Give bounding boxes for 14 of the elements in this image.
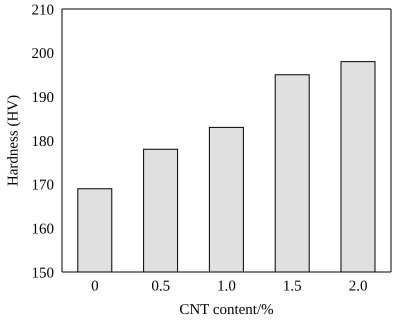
y-tick-label: 170 [32, 178, 54, 194]
x-tick-label: 0.5 [151, 278, 170, 295]
x-tick-label: 0 [91, 278, 99, 295]
x-axis-title: CNT content/% [179, 302, 274, 318]
y-axis-title: Hardness (HV) [5, 94, 22, 186]
x-tick-label: 2.0 [348, 278, 368, 295]
x-tick-label: 1.5 [282, 278, 302, 295]
y-tick-label: 180 [32, 134, 54, 150]
y-tick-label: 200 [32, 46, 54, 62]
x-tick-label: 1.0 [217, 278, 236, 295]
y-tick-label: 210 [32, 2, 54, 18]
y-tick-label: 190 [32, 90, 54, 106]
y-tick-label: 150 [32, 265, 54, 282]
y-tick-label: 160 [32, 221, 54, 238]
